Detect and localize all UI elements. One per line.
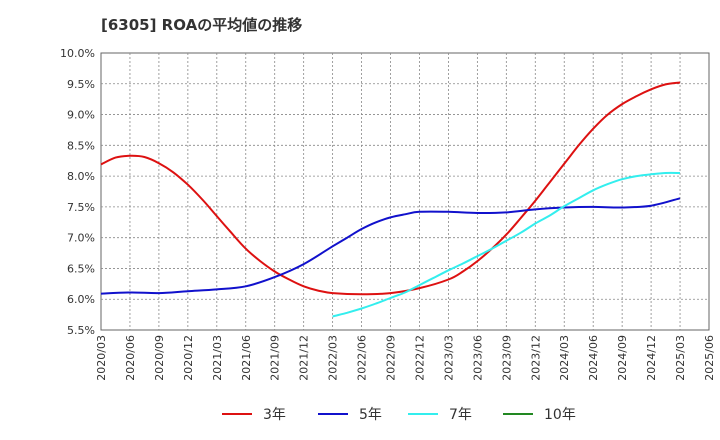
y-tick-label: 8.0% [67,170,95,183]
y-tick-label: 7.5% [67,201,95,214]
legend-label-1: 3年 [263,407,286,423]
y-tick-label: 10.0% [60,47,95,60]
series-lines [100,81,681,318]
y-tick-label: 9.5% [67,78,95,91]
x-tick-label: 2024/03 [558,335,571,381]
chart-title: [6305] ROAの平均値の推移 [101,16,303,34]
y-tick-label: 6.5% [67,262,95,275]
legend: 3年 5年 7年 10年 [222,407,576,423]
x-tick-label: 2021/12 [298,335,311,381]
series-line-3 [332,171,681,318]
x-tick-label: 2022/12 [413,335,426,381]
y-tick-label: 7.0% [67,232,95,245]
x-tick-label: 2022/06 [356,335,369,381]
x-tick-label: 2022/09 [385,335,398,381]
x-tick-label: 2021/06 [240,335,253,381]
plot-area [100,52,710,331]
series-line-1 [100,81,681,296]
series-line-2 [100,197,681,295]
x-tick-label: 2024/12 [645,335,658,381]
gridlines [101,53,709,330]
x-tick-label: 2020/03 [95,335,108,381]
x-tick-label: 2021/09 [269,335,282,381]
y-tick-label: 8.5% [67,139,95,152]
x-tick-label: 2023/03 [442,335,455,381]
y-axis-ticks: 5.5% 6.0% 6.5% 7.0% 7.5% 8.0% 8.5% 9.0% 9.5% 10.0… [60,47,95,337]
x-axis-ticks: 2020/03 2020/06 2020/09 2020/12 2021/03 2021/… [95,335,716,381]
x-tick-label: 2023/06 [471,335,484,381]
x-tick-label: 2020/06 [124,335,137,381]
x-tick-label: 2025/03 [674,335,687,381]
x-tick-label: 2020/12 [182,335,195,381]
x-tick-label: 2024/06 [587,335,600,381]
x-tick-label: 2022/03 [327,335,340,381]
legend-label-4: 10年 [544,407,576,423]
x-tick-label: 2025/06 [703,335,716,381]
x-tick-label: 2024/09 [616,335,629,381]
legend-label-3: 7年 [449,407,472,423]
x-tick-label: 2023/12 [529,335,542,381]
x-tick-label: 2020/09 [153,335,166,381]
x-tick-label: 2023/09 [500,335,513,381]
legend-label-2: 5年 [359,407,382,423]
y-tick-label: 9.0% [67,109,95,122]
y-tick-label: 6.0% [67,293,95,306]
y-tick-label: 5.5% [67,324,95,337]
x-tick-label: 2021/03 [211,335,224,381]
